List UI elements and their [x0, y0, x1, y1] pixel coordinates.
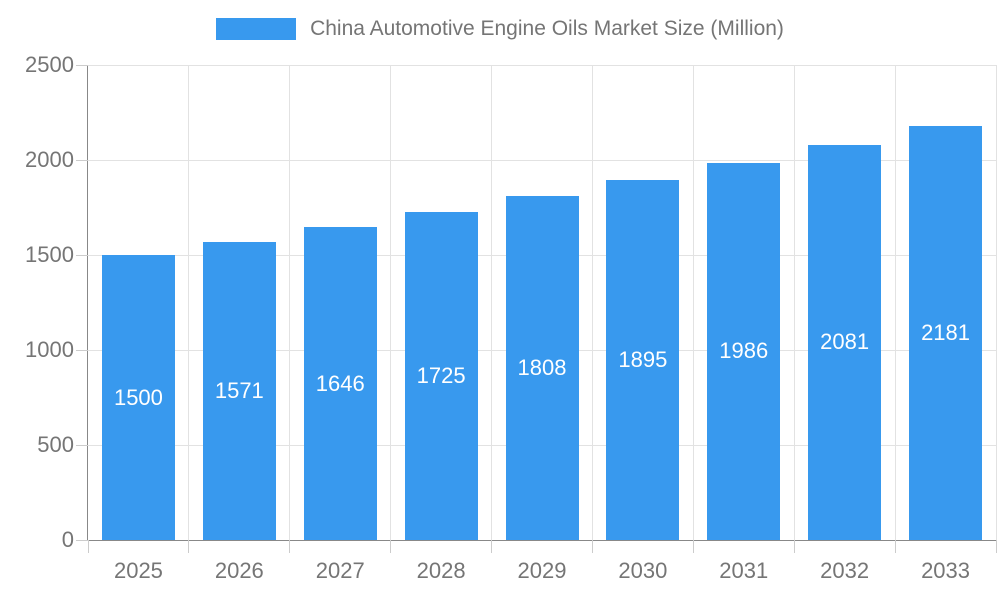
y-axis-tick [76, 64, 88, 66]
bar-2030[interactable] [606, 179, 680, 540]
bar-2026[interactable] [202, 241, 276, 540]
y-axis-tick [76, 539, 88, 541]
y-axis-label: 2500 [25, 52, 74, 77]
y-axis-tick [76, 254, 88, 256]
bar-2029[interactable] [505, 196, 579, 540]
x-axis-label: 2029 [517, 558, 567, 583]
legend-swatch [216, 18, 297, 40]
x-axis-tick [491, 540, 493, 553]
x-axis-label: 2028 [416, 558, 466, 583]
x-axis-tick [995, 540, 997, 553]
x-axis-tick [692, 540, 694, 553]
y-axis-label: 500 [37, 432, 74, 457]
legend-label: China Automotive Engine Oils Market Size… [310, 17, 784, 40]
y-axis-label: 1500 [25, 242, 74, 267]
bar-2031[interactable] [707, 162, 781, 540]
bar-2027[interactable] [303, 227, 377, 540]
y-axis-tick [76, 444, 88, 446]
x-axis-tick [894, 540, 896, 553]
x-gridline [894, 65, 896, 540]
x-axis-label: 2027 [315, 558, 365, 583]
x-axis-tick [87, 540, 89, 553]
x-gridline [289, 65, 291, 540]
y-gridline [88, 64, 996, 66]
y-axis-tick [76, 349, 88, 351]
y-axis-tick [76, 159, 88, 161]
bar-2028[interactable] [404, 212, 478, 540]
x-axis-tick [390, 540, 392, 553]
x-axis-tick [793, 540, 795, 553]
bar-2033[interactable] [909, 125, 983, 540]
x-gridline [390, 65, 392, 540]
x-axis-tick [591, 540, 593, 553]
y-axis-label: 0 [61, 527, 74, 552]
x-axis-tick [289, 540, 291, 553]
x-axis-label: 2031 [719, 558, 769, 583]
x-gridline [793, 65, 795, 540]
x-axis-label: 2030 [618, 558, 668, 583]
y-axis-label: 1000 [25, 337, 74, 362]
plot-area: 0 500 1000 1500 2000 2500 1500 2025 1571 2026 1646… [25, 52, 997, 583]
y-gridline [88, 159, 996, 161]
x-gridline [591, 65, 593, 540]
x-axis-label: 2033 [921, 558, 971, 583]
x-axis-label: 2025 [113, 558, 163, 583]
legend[interactable]: China Automotive Engine Oils Market Size… [0, 17, 1000, 41]
x-axis-label: 2032 [820, 558, 870, 583]
x-axis-label: 2026 [214, 558, 264, 583]
bar-2025[interactable] [101, 255, 175, 540]
x-gridline [188, 65, 190, 540]
x-gridline [491, 65, 493, 540]
x-axis-tick [188, 540, 190, 553]
x-gridline [995, 65, 997, 540]
bar-2032[interactable] [808, 144, 882, 540]
x-gridline [692, 65, 694, 540]
y-axis-label: 2000 [25, 147, 74, 172]
